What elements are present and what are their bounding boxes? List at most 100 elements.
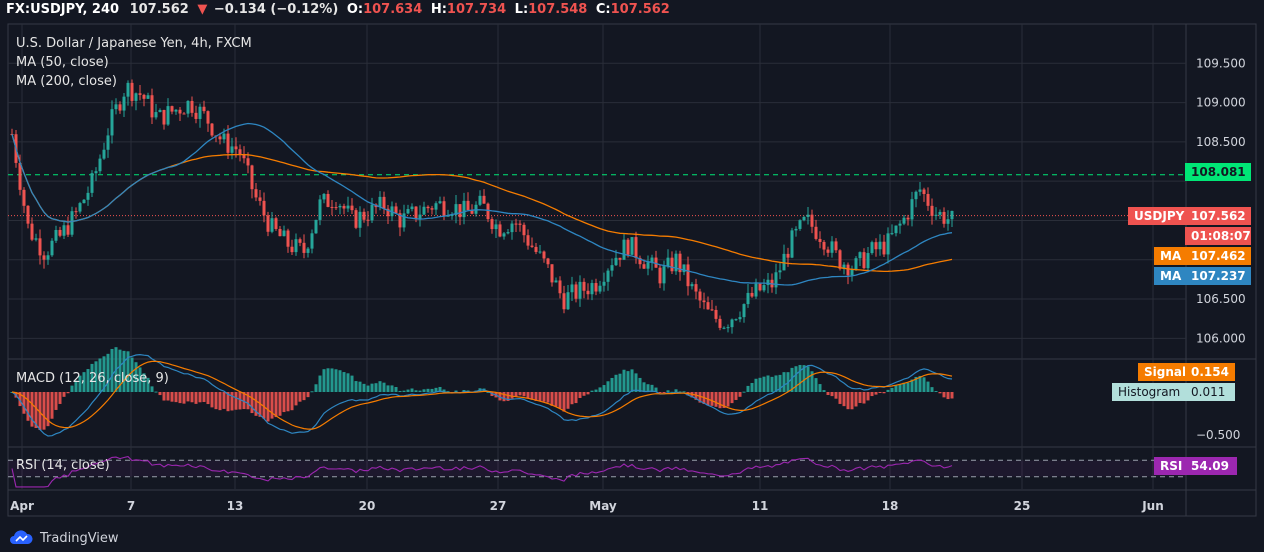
candle-up [742,304,746,318]
candle-down [518,223,522,225]
legend-ma200[interactable]: MA (200, close) [16,74,117,89]
macd-histogram-bar [250,392,254,414]
candle-down [514,223,518,225]
macd-histogram-bar [682,391,686,393]
candle-up [450,214,454,216]
candle-down [394,206,398,214]
candle-up [538,251,542,253]
macd-histogram-bar [714,392,718,407]
legend-rsi[interactable]: RSI (14, close) [16,458,110,473]
low-label: L: [514,2,529,17]
candle-up [322,193,326,200]
candle-down [342,205,346,209]
candle-up [478,195,482,205]
macd-histogram-bar [762,376,766,392]
macd-histogram-group [10,347,954,430]
candle-up [126,82,130,97]
candle-up [650,257,654,263]
macd-histogram-bar [198,392,202,403]
candle-down [426,206,430,209]
macd-histogram-bar [814,378,818,392]
candle-down [686,264,690,287]
candle-down [522,224,526,236]
macd-histogram-bar [302,392,306,401]
time-axis-label: 18 [882,499,899,513]
candle-up [94,171,98,174]
macd-histogram-bar [782,372,786,392]
macd-histogram-bar [502,392,506,402]
macd-histogram-bar [54,392,58,410]
candle-up [86,192,90,200]
candle-down [594,283,598,292]
candle-down [786,253,790,258]
macd-histogram-bar [754,378,758,392]
candle-up [454,204,458,215]
candle-down [254,189,258,198]
macd-histogram-bar [750,382,754,392]
candle-down [414,206,418,219]
bar-countdown-badge: 01:08:07 [1185,227,1251,245]
candle-down [714,309,718,319]
candle-up [722,327,726,329]
candle-up [662,266,666,284]
close-value: 107.562 [610,2,670,17]
macd-histogram-bar [202,392,206,402]
macd-histogram-bar [306,392,310,398]
macd-histogram-bar [842,392,846,407]
candle-up [870,242,874,254]
macd-histogram-bar [946,392,950,400]
candle-up [726,327,730,329]
candle-up [570,284,574,293]
candle-down [530,245,534,247]
candle-down [926,193,930,206]
candle-up [782,253,786,271]
macd-histogram-bar [414,390,418,392]
macd-histogram-bar [654,387,658,392]
candles-group [10,79,954,334]
macd-histogram-bar [374,383,378,392]
macd-histogram-bar [30,392,34,427]
open-value: 107.634 [363,2,423,17]
candle-up [754,283,758,297]
candle-down [582,281,586,291]
macd-histogram-bar [618,373,622,392]
candle-up [146,95,150,99]
candle-up [766,279,770,286]
candle-up [358,211,362,228]
tradingview-logo[interactable]: TradingView [8,528,119,548]
macd-histogram-bar [742,391,746,393]
candle-down [238,149,242,155]
candle-up [566,292,570,310]
price-axis-label: 108.500 [1196,135,1246,149]
legend-ma50[interactable]: MA (50, close) [16,55,109,70]
macd-histogram-bar [362,383,366,392]
macd-histogram-bar [622,369,626,392]
macd-histogram-bar [290,392,294,411]
candle-up [918,189,922,192]
macd-histogram-bar [822,390,826,392]
time-axis-label: 13 [227,499,244,513]
candle-down [658,267,662,284]
macd-histogram-bar [194,392,198,404]
candle-up [198,106,202,119]
macd-histogram-bar [550,392,554,406]
candle-down [350,205,354,211]
macd-histogram-bar [170,392,174,402]
candle-up [802,216,806,221]
candle-down [142,94,146,99]
candle-down [274,218,278,229]
candle-down [178,109,182,114]
candle-up [102,149,106,159]
candle-up [774,272,778,288]
candle-down [498,224,502,237]
macd-histogram-bar [774,375,778,392]
macd-histogram-bar [770,376,774,392]
ma200-value-badge: 107.462 [1185,247,1251,265]
legend-macd[interactable]: MACD (12, 26, close, 9) [16,371,169,386]
macd-histogram-bar [210,392,214,408]
price-change: −0.134 (−0.12%) [213,2,339,17]
candle-up [606,270,610,282]
chart-title[interactable]: U.S. Dollar / Japanese Yen, 4h, FXCM [16,36,252,51]
candle-down [874,242,878,250]
